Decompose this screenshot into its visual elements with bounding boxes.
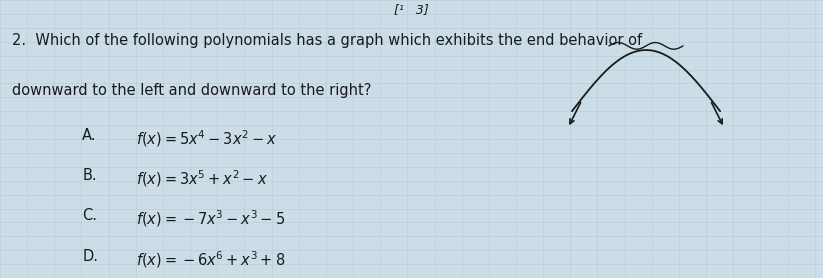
Text: [¹   3]: [¹ 3] — [394, 3, 429, 16]
Text: A.: A. — [82, 128, 97, 143]
Text: $f(x) = -7x^3 - x^3 - 5$: $f(x) = -7x^3 - x^3 - 5$ — [136, 208, 285, 229]
Text: 2.  Which of the following polynomials has a graph which exhibits the end behavi: 2. Which of the following polynomials ha… — [12, 33, 643, 48]
Text: D.: D. — [82, 249, 98, 264]
Text: $f(x) = 3x^5 + x^2 - x$: $f(x) = 3x^5 + x^2 - x$ — [136, 168, 267, 189]
Text: $f(x) = 5x^4 - 3x^2 - x$: $f(x) = 5x^4 - 3x^2 - x$ — [136, 128, 277, 148]
Text: downward to the left and downward to the right?: downward to the left and downward to the… — [12, 83, 372, 98]
Text: B.: B. — [82, 168, 97, 183]
Text: C.: C. — [82, 208, 97, 224]
Text: $f(x) = -6x^6 + x^3 + 8$: $f(x) = -6x^6 + x^3 + 8$ — [136, 249, 285, 269]
